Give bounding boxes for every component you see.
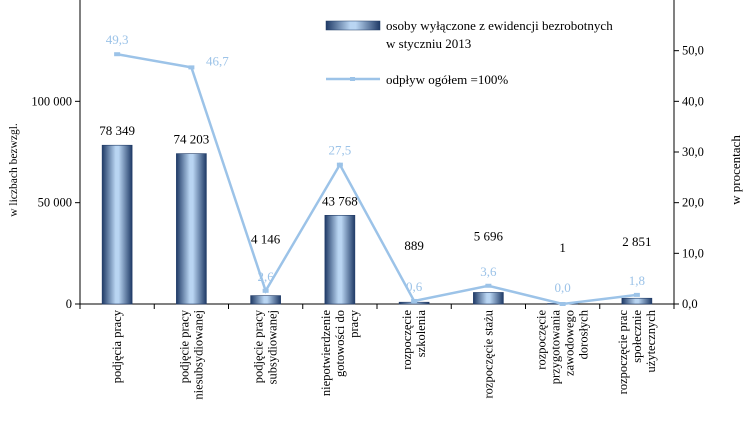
line-point <box>485 284 491 288</box>
category-label: rozpoczęcie przygotowania zawodowego dorosł… <box>535 309 591 384</box>
bar-value-label: 74 203 <box>174 132 210 147</box>
category-label: podjęcie pracy niesubsydiowanej <box>177 309 205 399</box>
y-left-axis-title: w liczbach bezwzgl. <box>8 123 20 217</box>
line-value-label: 0,0 <box>555 280 571 295</box>
right-tick-label: 0,0 <box>682 297 698 311</box>
bar-value-label: 4 146 <box>251 232 281 247</box>
bar <box>176 154 206 304</box>
legend-line-marker <box>350 77 355 81</box>
category-label-line: szkolenia <box>414 310 428 358</box>
category-label-line: społecznie <box>630 310 644 363</box>
category-label-line: podjęcia pracy <box>110 309 124 383</box>
left-ticks: 0 50 000 100 000 <box>31 94 80 311</box>
right-tick-label: 30,0 <box>682 145 704 159</box>
y-right-axis-title: w procentach <box>728 135 743 205</box>
category-label: rozpoczęcie szkolenia <box>400 310 428 370</box>
line-value-label: 46,7 <box>206 53 229 68</box>
right-tick-label: 10,0 <box>682 246 704 260</box>
category-label-line: podjęcie pracy <box>177 309 191 383</box>
category-label: rozpoczęcie stażu <box>481 309 495 398</box>
category-label: niepotwierdzenie gotowości do pracy <box>319 309 361 396</box>
category-labels: podjęcia pracy podjęcie pracy niesubsydiow… <box>110 309 658 399</box>
legend-bar-swatch <box>326 21 380 30</box>
category-label-line: zawodowego <box>563 310 577 376</box>
x-ticks <box>80 304 674 309</box>
legend-bar-label-line1: osoby wyłączone z ewidencji bezrobotnych <box>386 18 613 33</box>
line-value-label: 0,6 <box>406 279 423 294</box>
line-value-label: 49,3 <box>106 32 129 47</box>
right-tick-label: 40,0 <box>682 94 704 108</box>
bar-value-label: 5 696 <box>474 228 504 243</box>
category-label: rozpoczęcie prac społecznie użytecznych <box>616 309 658 394</box>
bar <box>325 215 355 304</box>
line-point <box>114 52 120 56</box>
category-label-line: przygotowania <box>549 310 563 385</box>
category-label: podjęcia pracy <box>110 309 124 383</box>
bar-value-label: 43 768 <box>322 193 358 208</box>
bar-value-label: 78 349 <box>99 123 135 138</box>
line-value-label: 3,6 <box>480 264 497 279</box>
axes <box>80 0 674 304</box>
category-label-line: użytecznych <box>644 309 658 372</box>
category-label-line: rozpoczęcie <box>535 310 549 370</box>
legend-line-label: odpływ ogółem =100% <box>386 72 508 87</box>
right-tick-label: 20,0 <box>682 196 704 210</box>
right-tick-label: 50,0 <box>682 44 704 58</box>
bar <box>251 296 281 304</box>
bar-value-label: 1 <box>559 240 566 255</box>
category-label-line: rozpoczęcie stażu <box>481 309 495 398</box>
line-point <box>263 289 269 293</box>
category-label-line: rozpoczęcie <box>400 310 414 370</box>
legend: osoby wyłączone z ewidencji bezrobotnych… <box>326 18 613 87</box>
right-ticks: 0,0 10,0 20,0 30,0 40,0 50,0 <box>674 44 704 311</box>
bar <box>473 292 503 304</box>
line-value-label: 27,5 <box>329 143 352 158</box>
category-label-line: subsydiowanej <box>266 310 280 384</box>
bar-value-label: 2 851 <box>622 234 651 249</box>
line-point <box>337 163 343 167</box>
legend-bar-label-line2: w styczniu 2013 <box>386 36 471 51</box>
line-point <box>634 293 640 297</box>
left-tick-label: 50 000 <box>38 196 72 210</box>
category-label: podjęcie pracy subsydiowanej <box>252 309 280 384</box>
category-label-line: pracy <box>347 309 361 338</box>
category-label-line: dorosłych <box>577 309 591 359</box>
line-point <box>411 299 417 303</box>
category-label-line: podjęcie pracy <box>252 309 266 383</box>
bar-value-label: 889 <box>404 238 424 253</box>
category-label-line: niepotwierdzenie <box>319 310 333 397</box>
line-point <box>560 302 566 306</box>
bar <box>102 145 132 304</box>
line-point <box>188 65 194 69</box>
category-label-line: rozpoczęcie prac <box>616 310 630 395</box>
category-label-line: niesubsydiowanej <box>191 310 205 400</box>
line-value-label: 1,8 <box>629 273 645 288</box>
category-label-line: gotowości do <box>333 310 347 377</box>
left-tick-label: 0 <box>66 297 72 311</box>
line-value-label: 2,6 <box>258 269 275 284</box>
left-tick-label: 100 000 <box>31 94 72 108</box>
bar <box>622 298 652 304</box>
